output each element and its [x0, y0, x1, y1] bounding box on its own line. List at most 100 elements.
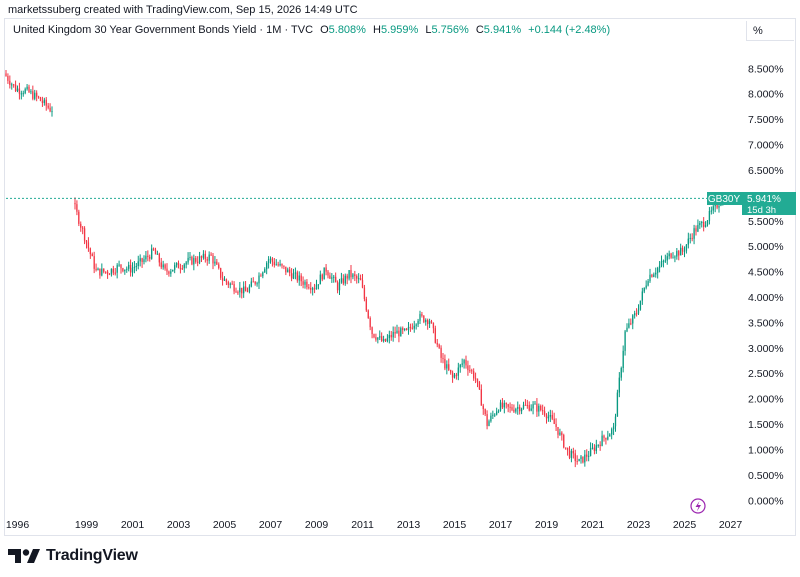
candle-body [244, 286, 247, 292]
candle-body [354, 274, 356, 277]
candle-body [74, 203, 76, 205]
candle-body [666, 256, 668, 261]
price-axis[interactable]: 8.500%8.000%7.500%7.000%6.500%6.000%5.50… [748, 63, 784, 507]
candle-body [415, 324, 417, 326]
candle-body [195, 258, 197, 262]
candle-body [204, 253, 207, 260]
candle-body [170, 271, 172, 274]
candle-body [582, 456, 584, 463]
candle-body [116, 265, 118, 273]
candle-body [530, 408, 532, 411]
candle-body [357, 278, 360, 280]
candle-body [85, 240, 88, 243]
candle-body [158, 253, 161, 263]
candle-body [710, 210, 713, 212]
close-label: C [475, 24, 484, 36]
candle-body [649, 274, 651, 282]
candle-body [488, 421, 490, 426]
candle-body [507, 404, 509, 407]
candle-body [24, 89, 26, 94]
candle-body [524, 404, 527, 406]
candle-body [446, 364, 448, 369]
candle-body [572, 451, 575, 454]
candle-body [313, 288, 316, 290]
lightning-bolt-icon[interactable] [690, 498, 706, 514]
last-price-tag: GB30Y 5.941% 15d 3h [707, 192, 796, 216]
candle-body [597, 444, 599, 446]
candle-body [329, 275, 331, 279]
high-label: H [373, 24, 381, 36]
candle-body [469, 370, 471, 372]
candle-body [9, 80, 11, 85]
candle-body [160, 262, 162, 268]
candle-body [271, 258, 274, 262]
candle-body [173, 265, 176, 270]
candle-body [522, 404, 525, 409]
candle-body [218, 264, 220, 269]
candle-body [112, 268, 115, 273]
candle-body [668, 253, 670, 257]
candle-body [103, 268, 105, 272]
candle-body [334, 276, 337, 283]
candle-body [379, 336, 381, 338]
y-tick-label: 5.000% [748, 241, 784, 253]
candle-body [361, 280, 364, 288]
candle-body [101, 268, 103, 276]
candle-body [678, 251, 680, 256]
candle-body [601, 435, 603, 446]
candle-body [300, 275, 302, 282]
candle-body [124, 269, 126, 272]
symbol-title[interactable]: United Kingdom 30 Year Government Bonds … [13, 24, 314, 36]
candle-body [394, 331, 396, 334]
time-axis[interactable]: 1996 1999 2001 2003 2005 2007 2009 2011 2013 2015… [6, 519, 743, 531]
candle-body [327, 271, 329, 276]
candle-body [434, 328, 437, 343]
price-scale-unit[interactable]: % [746, 21, 794, 41]
candle-body [346, 275, 348, 279]
y-tick-label: 0.500% [748, 470, 784, 482]
candle-body [216, 261, 218, 265]
candle-body [267, 259, 270, 264]
candle-body [152, 248, 155, 250]
candle-body [375, 337, 377, 340]
x-tick-label: 2011 [351, 519, 374, 531]
candle-body [442, 357, 444, 359]
candle-body [191, 256, 193, 265]
candle-body [386, 338, 389, 342]
candle-body [37, 96, 40, 98]
candle-body [465, 359, 467, 366]
tradingview-brand[interactable]: TradingView [8, 547, 138, 565]
candle-body [227, 282, 230, 285]
candle-body [35, 92, 38, 97]
candle-body [586, 454, 588, 457]
candle-body [229, 283, 231, 285]
candle-body [168, 271, 170, 274]
candle-body [413, 325, 415, 329]
candle-body [262, 272, 264, 277]
candle-body [551, 415, 553, 419]
candle-body [459, 364, 461, 368]
candle-body [28, 86, 30, 93]
candle-body [333, 276, 335, 278]
candle-body [292, 273, 295, 279]
price-tag-countdown: 15d 3h [747, 205, 776, 216]
candle-body [18, 88, 21, 94]
candle-body [162, 264, 164, 268]
candle-body [120, 264, 122, 269]
candle-body [672, 257, 674, 259]
candle-body [622, 350, 624, 369]
candle-body [288, 269, 291, 273]
y-tick-label: 4.500% [748, 267, 784, 279]
candle-body [518, 407, 521, 412]
candle-body [632, 315, 634, 324]
candle-body [369, 318, 371, 328]
candle-body [76, 204, 78, 212]
candle-body [428, 321, 431, 325]
candle-body [440, 347, 442, 358]
candle-body [275, 264, 277, 266]
candle-body [655, 272, 657, 275]
candle-body [451, 372, 454, 378]
candle-body [279, 263, 281, 266]
candle-body [478, 382, 481, 390]
